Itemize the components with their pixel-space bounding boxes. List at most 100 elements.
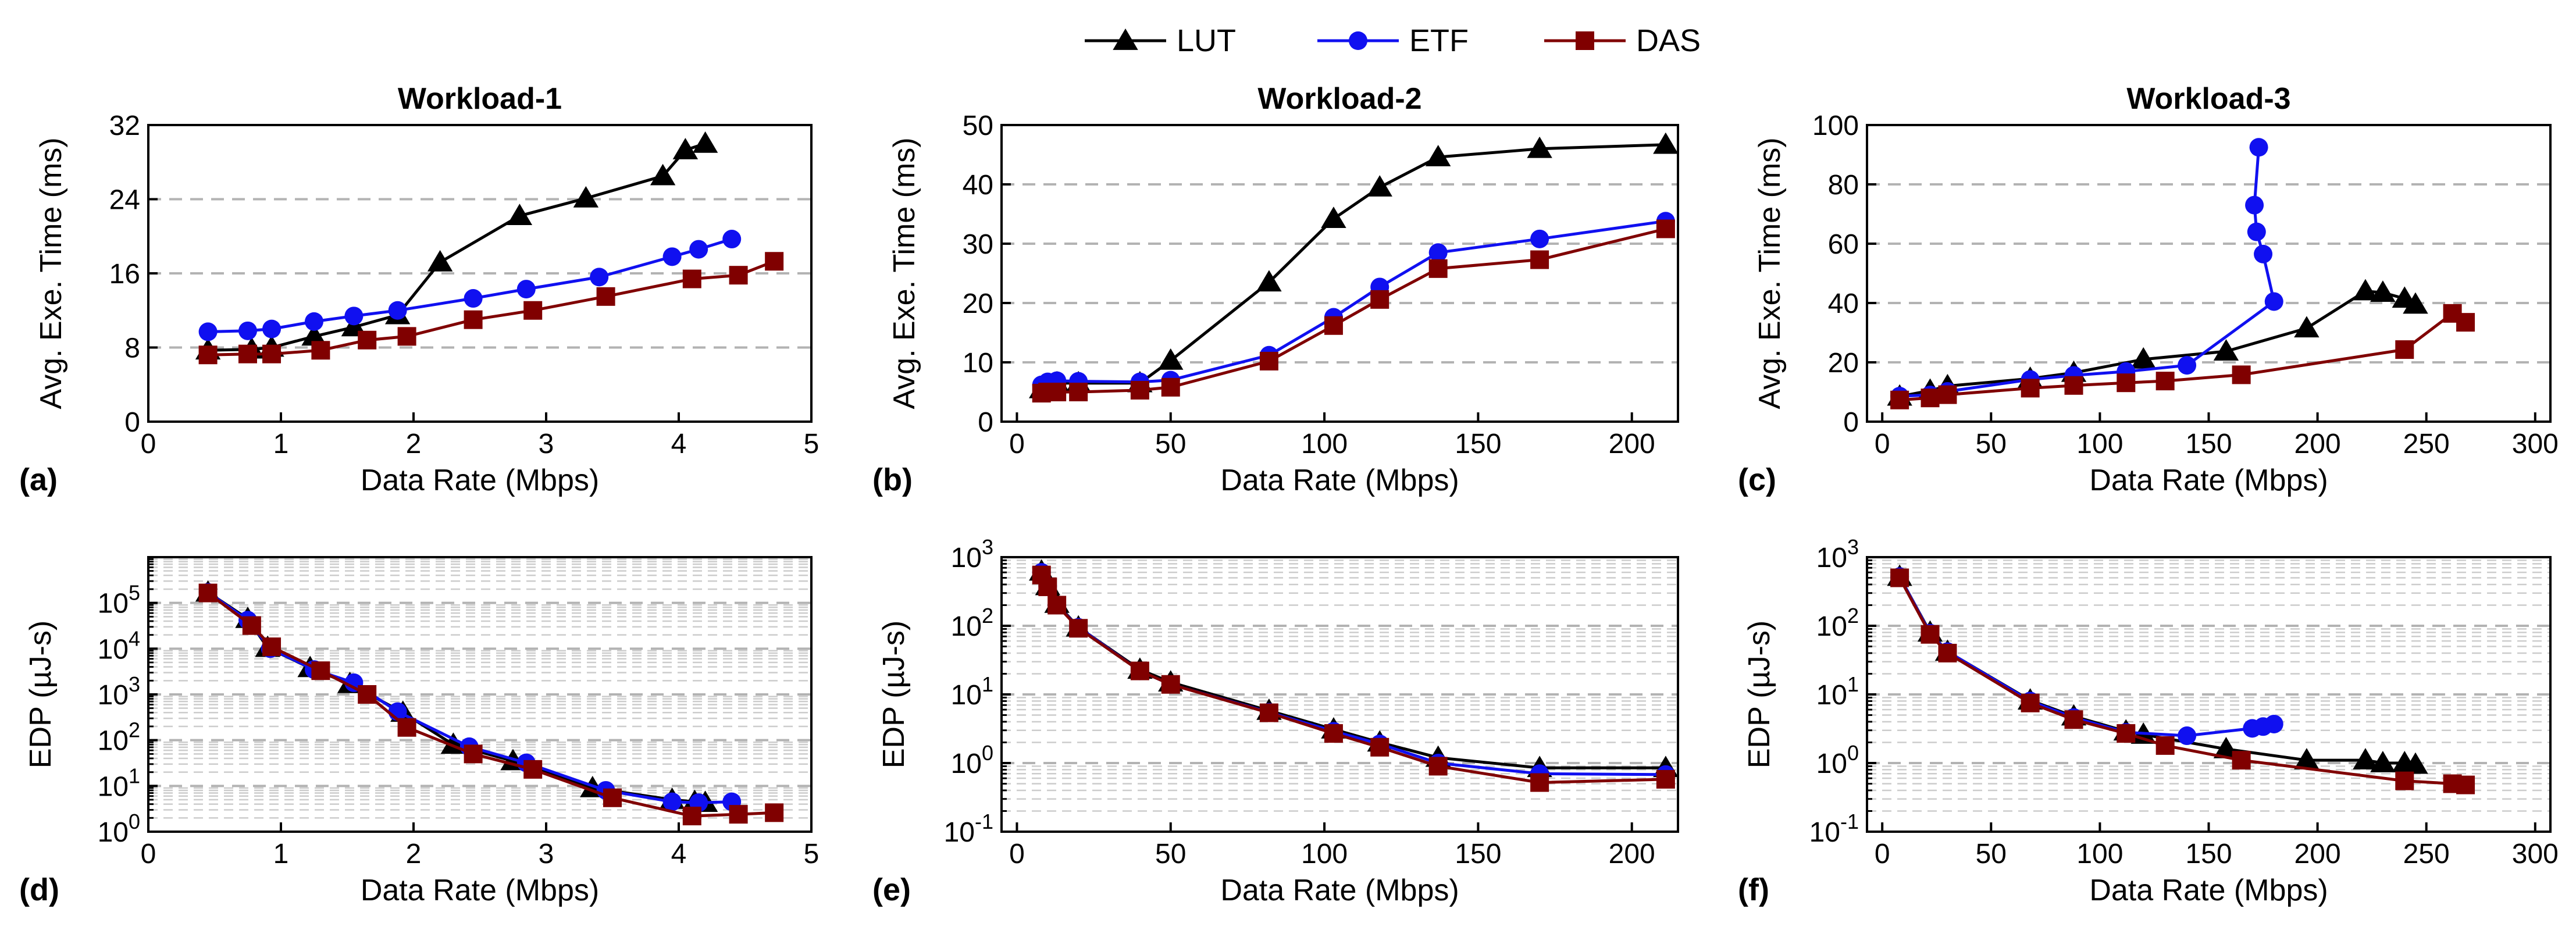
data-point: [262, 637, 282, 657]
x-tick-label: 0: [141, 839, 156, 869]
y-tick-label: 100: [98, 810, 140, 848]
x-tick-label: 50: [1976, 429, 2007, 459]
data-point: [2155, 736, 2175, 755]
data-point: [729, 805, 748, 824]
data-point: [2395, 771, 2414, 790]
y-tick-label: 0: [978, 407, 993, 438]
x-tick-label: 0: [1009, 429, 1025, 459]
data-point: [1428, 243, 1448, 262]
data-point: [2247, 222, 2266, 241]
series-lut: [1029, 132, 1679, 398]
y-tick-label: 30: [963, 229, 993, 260]
x-tick-label: 200: [1609, 839, 1655, 869]
data-point: [2395, 340, 2414, 359]
x-tick-label: 0: [141, 429, 156, 459]
data-point: [2353, 279, 2378, 301]
data-point: [1370, 737, 1389, 757]
y-tick-label: 102: [1816, 604, 1859, 642]
y-tick-label: 101: [98, 764, 140, 802]
panel-c: 0 50 100 150 200 250 300 0 20 40 60 80 100 Workload-3…: [1738, 82, 2559, 497]
x-tick-label: 50: [1155, 839, 1186, 869]
data-point: [590, 268, 609, 287]
series-etf: [198, 230, 742, 341]
data-point: [523, 301, 543, 320]
data-point: [358, 330, 377, 350]
series-das: [1032, 565, 1675, 792]
data-point: [388, 301, 407, 320]
data-point: [765, 252, 784, 271]
data-point: [2232, 751, 2251, 770]
y-tick-label: 10-1: [1809, 810, 1859, 848]
y-tick-label: 80: [1828, 170, 1859, 201]
data-point: [2021, 379, 2040, 398]
y-tick-label: 16: [109, 259, 140, 290]
data-point: [2370, 280, 2396, 302]
y-tick-label: 102: [98, 718, 140, 757]
data-point: [2370, 751, 2396, 772]
data-point: [1069, 383, 1088, 401]
panel-e: 0 50 100 150 200 10-1 100 101 102 103 Data Rate (M…: [872, 535, 1679, 907]
data-point: [397, 718, 416, 737]
data-point: [1130, 380, 1149, 400]
x-tick-label: 300: [2512, 839, 2559, 869]
y-tick-label: 8: [124, 333, 140, 364]
panel-b: 0 50 100 150 200 0 10 20 30 40 50 Workload-2 Data Ra…: [872, 82, 1679, 497]
data-point: [682, 269, 701, 288]
y-tick-label: 101: [1816, 672, 1859, 711]
legend-marker-circle: [1349, 31, 1367, 50]
gridlines: [1867, 559, 2550, 812]
data-point: [1938, 385, 1957, 404]
y-tick-label: 100: [1812, 111, 1859, 141]
panel-tag: (f): [1738, 872, 1769, 907]
data-point: [1890, 568, 1909, 587]
panel-tag: (d): [19, 872, 59, 907]
y-tick-label: 40: [963, 170, 993, 201]
y-tick-label: 102: [951, 604, 993, 642]
x-tick-label: 100: [2076, 839, 2123, 869]
legend-item-das: DAS: [1544, 23, 1701, 58]
y-tick-label: 20: [963, 288, 993, 319]
data-point: [682, 807, 701, 826]
data-point: [2117, 724, 2136, 743]
data-point: [358, 685, 377, 704]
data-point: [2403, 752, 2428, 774]
data-point: [2264, 714, 2283, 733]
series-line: [1041, 143, 1666, 391]
x-tick-label: 300: [2512, 429, 2559, 459]
y-axis-label: EDP (µJ-s): [877, 621, 911, 768]
data-point: [242, 616, 261, 635]
x-tick-label: 200: [1609, 429, 1655, 459]
data-point: [1161, 675, 1180, 694]
data-point: [1321, 206, 1346, 228]
data-point: [262, 344, 282, 363]
series-line: [208, 142, 706, 352]
data-point: [344, 307, 364, 326]
legend-marker-square: [1576, 31, 1594, 50]
data-point: [198, 583, 218, 603]
x-tick-label: 200: [2294, 429, 2341, 459]
y-tick-label: 100: [951, 741, 993, 779]
data-point: [464, 289, 483, 308]
data-point: [662, 247, 682, 266]
x-tick-label: 100: [1301, 429, 1348, 459]
data-point: [2178, 726, 2197, 746]
data-point: [427, 250, 453, 272]
data-point: [603, 788, 622, 807]
data-point: [1530, 229, 1549, 248]
data-point: [1158, 348, 1184, 370]
gridlines: [1002, 183, 1678, 363]
data-point: [1324, 316, 1343, 335]
y-tick-label: 103: [951, 535, 993, 573]
data-point: [692, 131, 718, 153]
y-tick-label: 40: [1828, 288, 1859, 319]
series-das: [1890, 304, 2475, 409]
data-point: [1428, 757, 1448, 776]
gridlines: [148, 558, 811, 819]
legend-item-etf: ETF: [1317, 23, 1469, 58]
legend-marker-triangle: [1113, 28, 1138, 50]
panel-tag: (c): [1738, 462, 1776, 497]
data-point: [2178, 356, 2197, 375]
series-das: [198, 583, 784, 826]
data-point: [1259, 703, 1278, 722]
data-point: [2064, 376, 2083, 395]
